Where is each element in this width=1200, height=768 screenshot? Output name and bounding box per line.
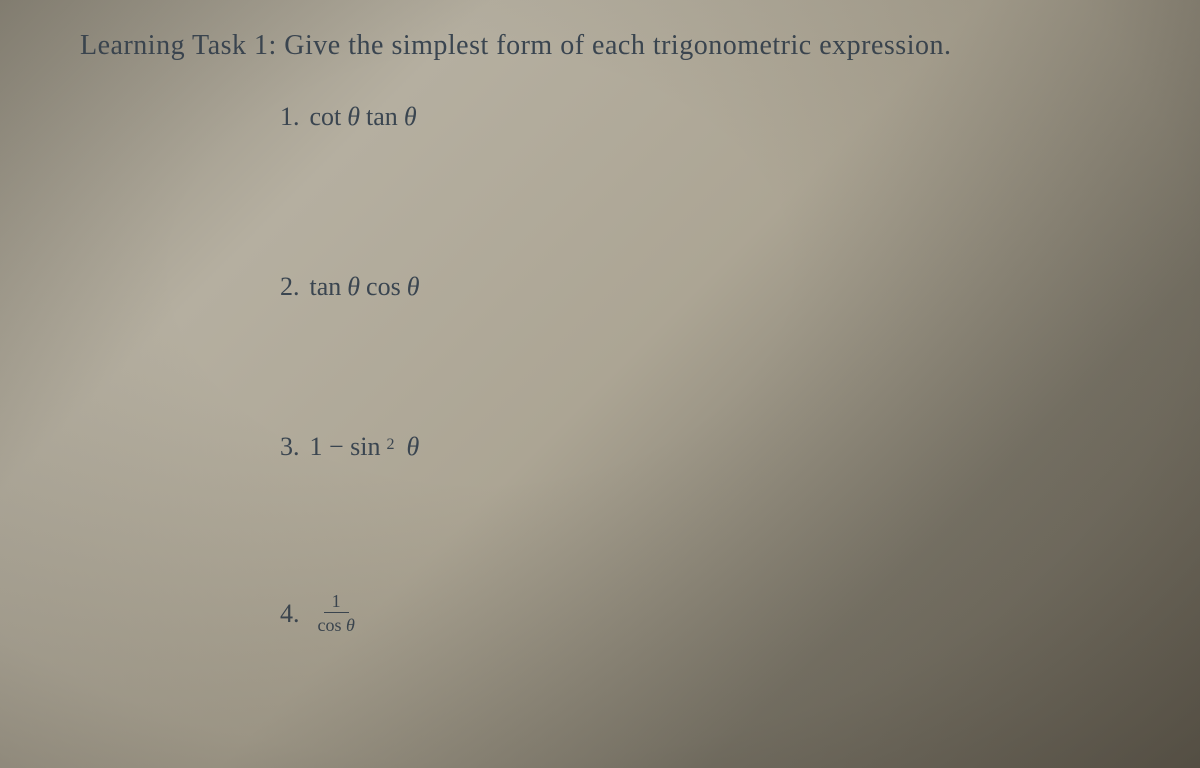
problem-number: 4. (280, 599, 300, 629)
worksheet-page: Learning Task 1: Give the simplest form … (0, 0, 1200, 768)
theta-symbol: θ (346, 615, 355, 635)
theta-symbol: θ (347, 102, 360, 132)
problem-2: 2. tan θ cos θ (280, 272, 1120, 302)
problem-4: 4. 1 cos θ (280, 592, 1120, 637)
problem-3: 3. 1 − sin 2 θ (280, 432, 1120, 462)
expression-text: tan (310, 272, 342, 302)
theta-symbol: θ (407, 272, 420, 302)
problems-list: 1. cot θ tan θ 2. tan θ cos θ 3. 1 − sin… (80, 102, 1120, 637)
problem-number: 2. (280, 272, 300, 302)
task-title: Learning Task 1: Give the simplest form … (80, 30, 1120, 62)
problem-number: 3. (280, 432, 300, 462)
expression-text: cot (310, 102, 342, 132)
fraction-numerator: 1 (324, 592, 349, 613)
expression-text: cos (366, 272, 401, 302)
theta-symbol: θ (404, 102, 417, 132)
theta-symbol: θ (347, 272, 360, 302)
expression-text: 1 − sin (310, 432, 381, 462)
fraction: 1 cos θ (314, 592, 359, 637)
superscript: 2 (387, 436, 395, 454)
problem-number: 1. (280, 102, 300, 132)
problem-1: 1. cot θ tan θ (280, 102, 1120, 132)
expression-text: tan (366, 102, 398, 132)
theta-symbol: θ (407, 432, 420, 462)
fraction-denominator: cos θ (314, 613, 359, 637)
expression-text: cos (318, 615, 347, 635)
